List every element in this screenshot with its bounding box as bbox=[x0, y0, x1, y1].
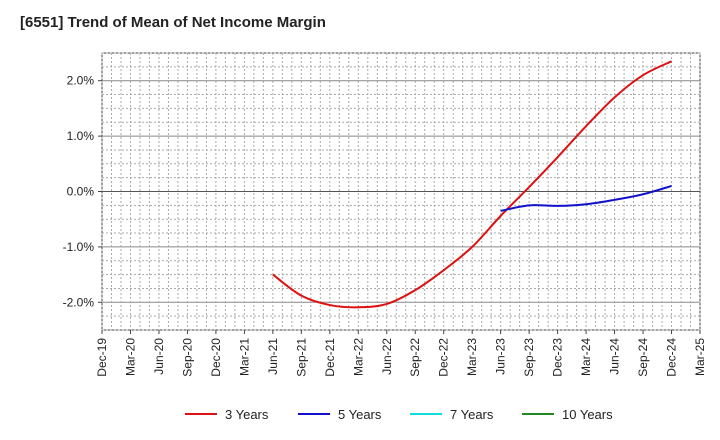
x-tick-label: Mar-20 bbox=[123, 338, 137, 376]
y-tick-label: 1.0% bbox=[67, 129, 95, 143]
y-tick-label: -2.0% bbox=[63, 295, 95, 309]
x-tick-label: Sep-22 bbox=[408, 338, 422, 377]
x-tick-label: Mar-21 bbox=[237, 338, 251, 376]
x-tick-label: Dec-22 bbox=[437, 338, 451, 377]
x-tick-label: Jun-24 bbox=[608, 338, 622, 375]
y-tick-label: 2.0% bbox=[67, 74, 95, 88]
x-tick-label: Dec-23 bbox=[551, 338, 565, 377]
series-layer bbox=[272, 60, 672, 309]
x-tick-label: Mar-23 bbox=[465, 338, 479, 376]
x-tick-label: Jun-23 bbox=[494, 338, 508, 375]
x-tick-label: Jun-20 bbox=[152, 338, 166, 375]
x-tick-label: Dec-21 bbox=[323, 338, 337, 377]
x-tick-label: Jun-22 bbox=[380, 338, 394, 375]
chart-title: [6551] Trend of Mean of Net Income Margi… bbox=[20, 14, 326, 31]
x-tick-label: Dec-19 bbox=[95, 338, 109, 377]
x-tick-label: Sep-21 bbox=[294, 338, 308, 377]
legend-label-1: 5 Years bbox=[338, 407, 382, 422]
grid-layer bbox=[101, 52, 701, 331]
x-tick-label: Mar-25 bbox=[693, 338, 707, 376]
x-tick-label: Mar-24 bbox=[579, 338, 593, 376]
x-tick-label: Sep-24 bbox=[636, 338, 650, 377]
legend-label-2: 7 Years bbox=[450, 407, 494, 422]
x-tick-label: Sep-20 bbox=[180, 338, 194, 377]
x-tick-label: Mar-22 bbox=[351, 338, 365, 376]
x-tick-label: Jun-21 bbox=[266, 338, 280, 375]
y-tick-label: -1.0% bbox=[63, 240, 95, 254]
axis-layer: -2.0% -1.0% 0.0% 1.0% 2.0% Dec-19 Mar-20 Jun-20… bbox=[63, 74, 707, 377]
series-line-0 bbox=[272, 60, 672, 309]
legend-label-3: 10 Years bbox=[562, 407, 613, 422]
legend-label-0: 3 Years bbox=[225, 407, 269, 422]
x-tick-label: Dec-20 bbox=[209, 338, 223, 377]
legend-layer: 3 Years 5 Years 7 Years 10 Years bbox=[185, 407, 613, 422]
series-line-1 bbox=[500, 185, 672, 212]
x-tick-label: Sep-23 bbox=[522, 338, 536, 377]
y-tick-label: 0.0% bbox=[67, 185, 95, 199]
x-tick-label: Dec-24 bbox=[665, 338, 679, 377]
